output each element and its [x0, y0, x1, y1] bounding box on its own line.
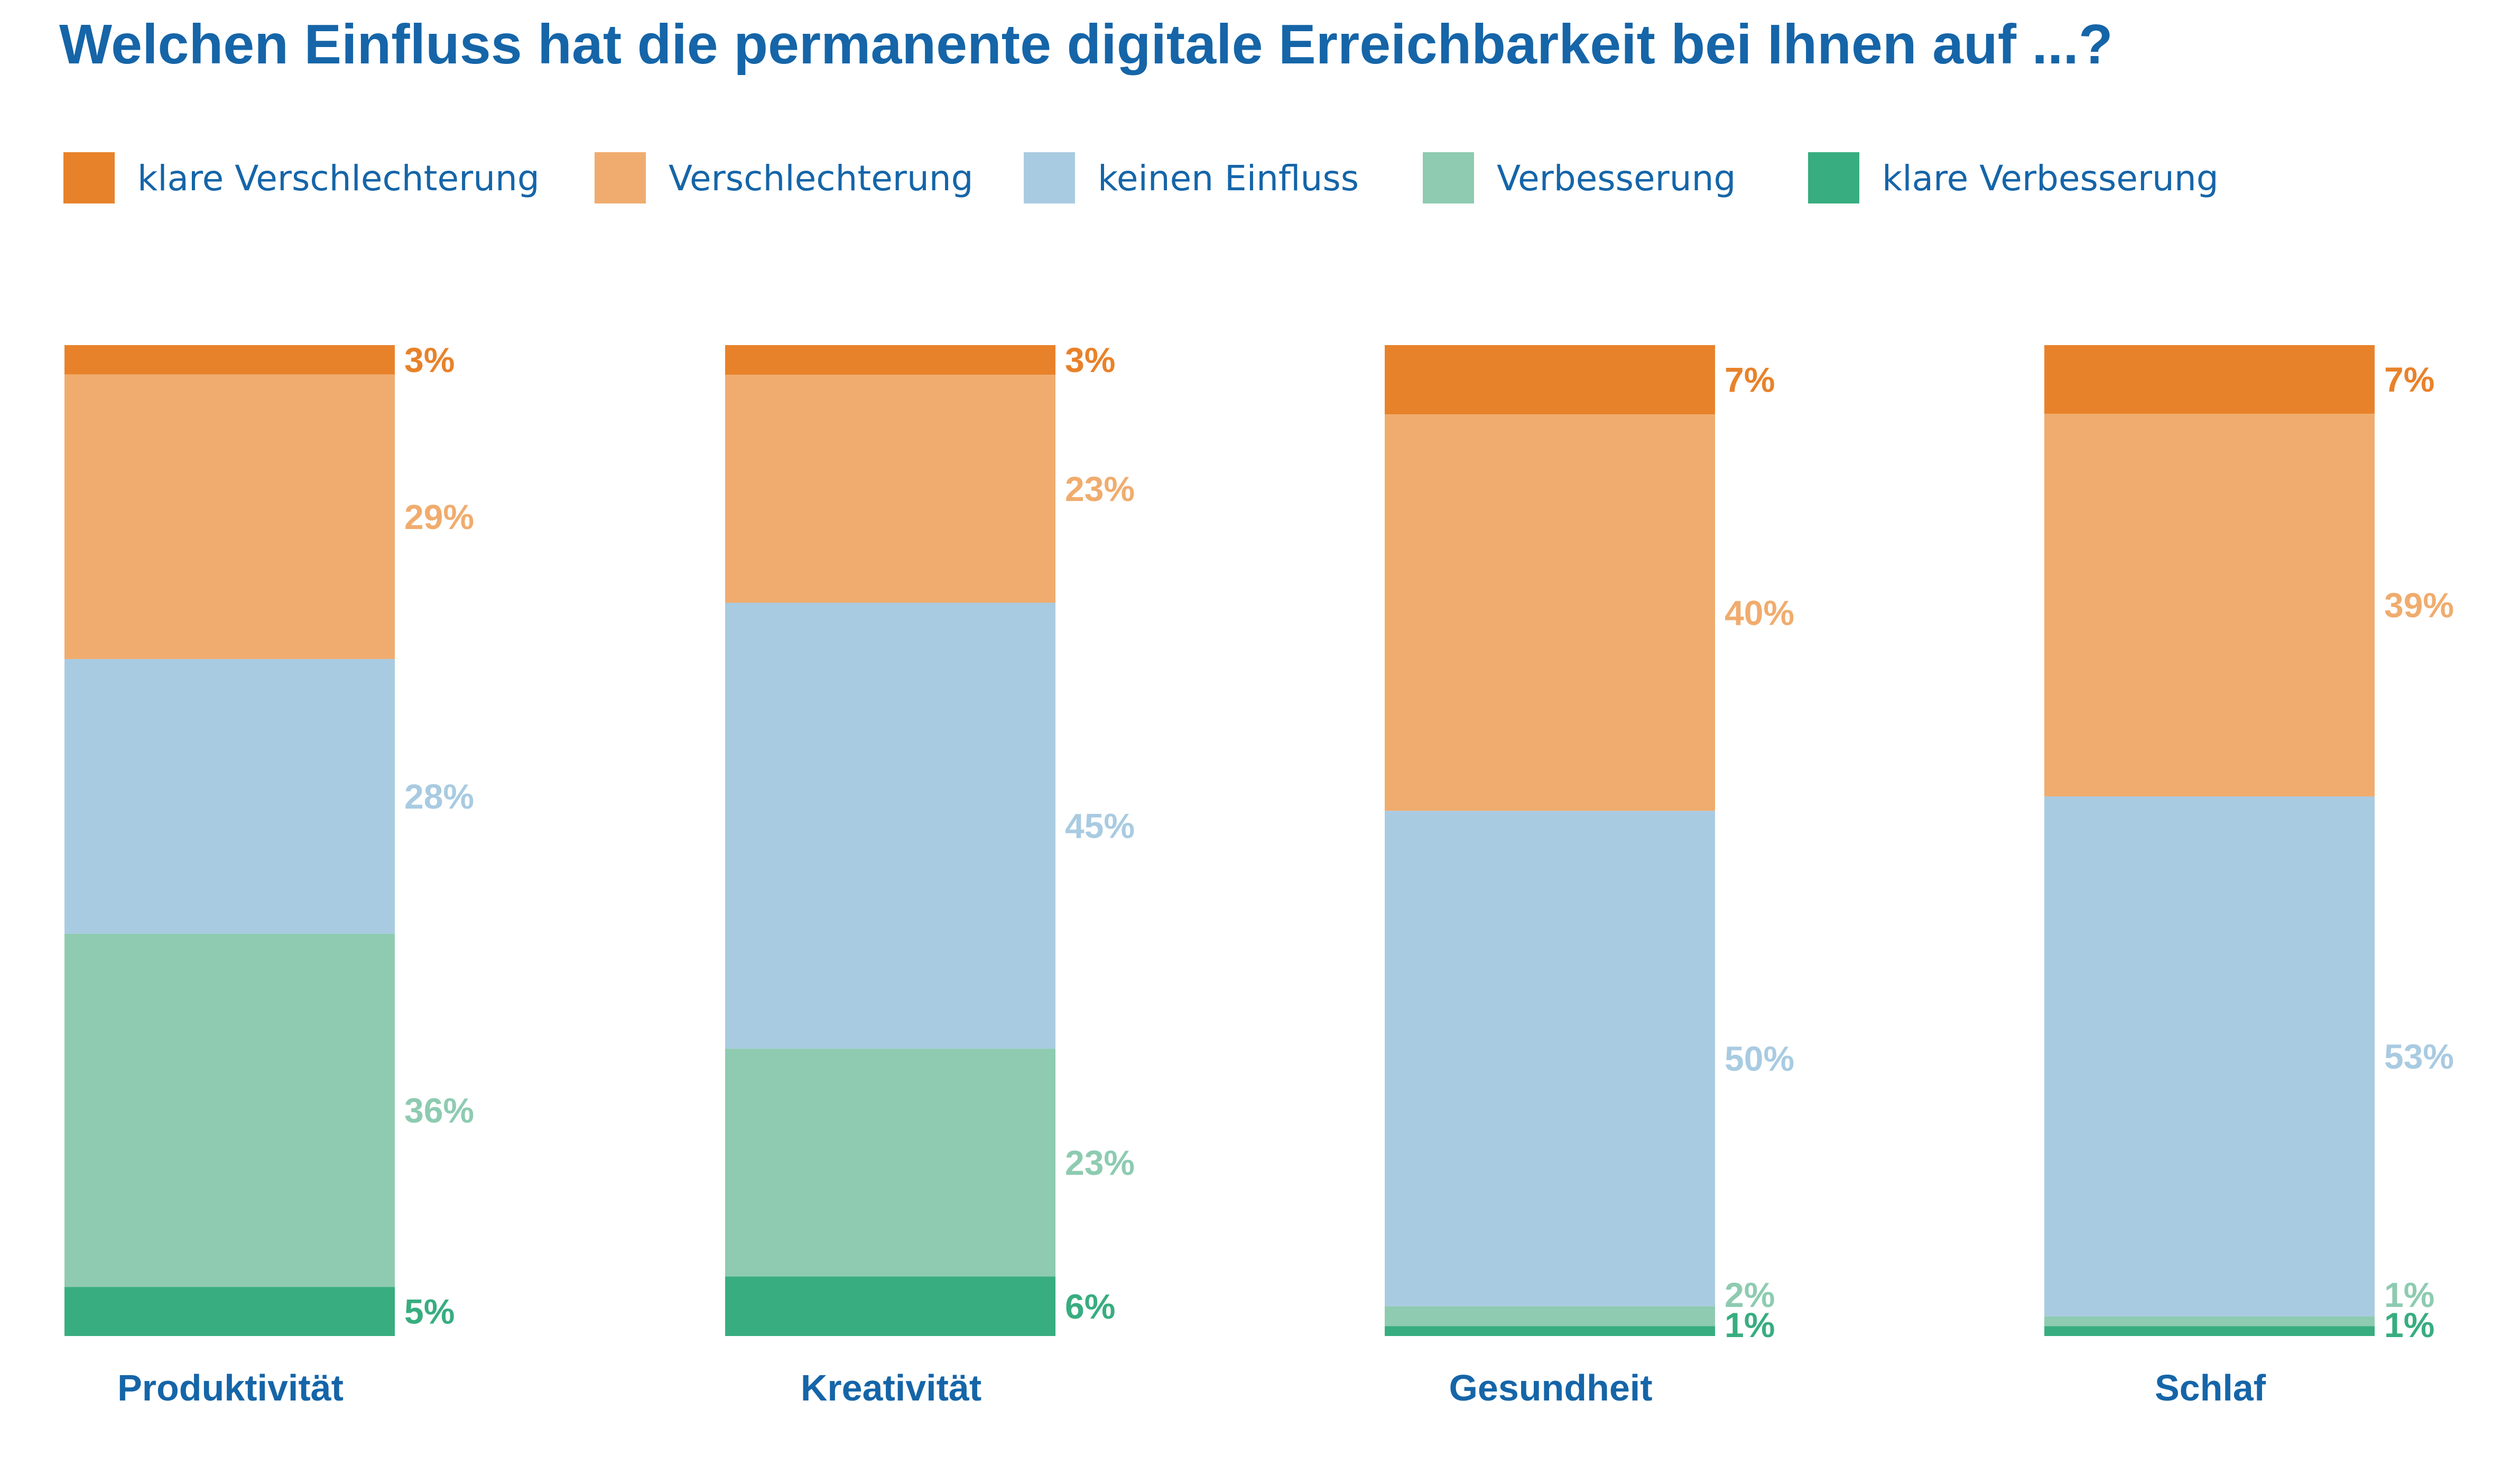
- category-label-produktivitaet: Produktivität: [117, 1367, 344, 1408]
- value-label-kreativitaet-verbesserung: 23%: [1065, 1143, 1135, 1182]
- bar-segment-kreativitaet-verschlechterung: [725, 375, 1055, 603]
- bar-segment-schlaf-verbesserung: [2044, 1316, 2375, 1327]
- legend-swatch-klare-verschlechterung: [63, 152, 115, 203]
- value-label-produktivitaet-klare-verschlechterung: 3%: [404, 340, 455, 379]
- legend-swatch-verschlechterung: [595, 152, 646, 203]
- category-label-gesundheit: Gesundheit: [1449, 1367, 1652, 1408]
- value-label-kreativitaet-keinen-einfluss: 45%: [1065, 806, 1135, 845]
- value-label-gesundheit-klare-verbesserung: 1%: [1725, 1305, 1775, 1344]
- bar-segment-produktivitaet-verschlechterung: [64, 374, 395, 660]
- value-label-gesundheit-keinen-einfluss: 50%: [1725, 1039, 1794, 1078]
- bar-segment-produktivitaet-verbesserung: [64, 933, 395, 1287]
- value-label-kreativitaet-verschlechterung: 23%: [1065, 469, 1135, 508]
- legend-label-klare-verbesserung: klare Verbesserung: [1882, 158, 2219, 199]
- bar-segment-gesundheit-keinen-einfluss: [1385, 811, 1715, 1306]
- bar-segment-gesundheit-verbesserung: [1385, 1306, 1715, 1327]
- legend-label-keinen-einfluss: keinen Einfluss: [1098, 158, 1359, 199]
- legend-label-klare-verschlechterung: klare Verschlechterung: [137, 158, 540, 199]
- category-labels: Produktivität Kreativität Gesundheit Schlaf: [117, 1367, 2266, 1408]
- value-label-schlaf-klare-verbesserung: 1%: [2384, 1305, 2434, 1344]
- bar-segment-gesundheit-verschlechterung: [1385, 414, 1715, 811]
- category-label-schlaf: Schlaf: [2155, 1367, 2266, 1408]
- value-label-produktivitaet-keinen-einfluss: 28%: [404, 777, 474, 816]
- bar-segment-gesundheit-klare-verschlechterung: [1385, 345, 1715, 415]
- legend-swatch-keinen-einfluss: [1024, 152, 1075, 203]
- bar-segment-schlaf-verschlechterung: [2044, 413, 2375, 796]
- value-label-schlaf-klare-verschlechterung: 7%: [2384, 360, 2434, 399]
- bar-segment-kreativitaet-keinen-einfluss: [725, 602, 1055, 1049]
- chart-title: Welchen Einfluss hat die permanente digi…: [59, 13, 2113, 76]
- value-label-schlaf-verbesserung: 1%: [2384, 1275, 2434, 1314]
- value-label-gesundheit-verschlechterung: 40%: [1725, 593, 1794, 632]
- bar-segment-produktivitaet-klare-verschlechterung: [64, 345, 395, 375]
- legend-label-verschlechterung: Verschlechterung: [669, 158, 974, 199]
- value-label-produktivitaet-verschlechterung: 29%: [404, 497, 474, 536]
- value-label-schlaf-verschlechterung: 39%: [2384, 586, 2454, 625]
- bar-segment-produktivitaet-klare-verbesserung: [64, 1287, 395, 1336]
- category-label-kreativitaet: Kreativität: [801, 1367, 981, 1408]
- bar-segment-schlaf-klare-verbesserung: [2044, 1326, 2375, 1336]
- legend-label-verbesserung: Verbesserung: [1497, 158, 1736, 199]
- bars: [64, 345, 2375, 1336]
- legend: klare Verschlechterung Verschlechterung ke…: [63, 152, 2219, 203]
- value-label-schlaf-keinen-einfluss: 53%: [2384, 1037, 2454, 1076]
- bar-segment-kreativitaet-verbesserung: [725, 1049, 1055, 1277]
- value-labels: 3%29%28%36%5%3%23%45%23%6%7%40%50%2%1%7%…: [404, 340, 2454, 1344]
- value-label-produktivitaet-klare-verbesserung: 5%: [404, 1292, 455, 1331]
- value-label-gesundheit-klare-verschlechterung: 7%: [1725, 360, 1775, 400]
- value-label-gesundheit-verbesserung: 2%: [1725, 1275, 1775, 1314]
- bar-segment-kreativitaet-klare-verschlechterung: [725, 345, 1055, 375]
- bar-segment-produktivitaet-keinen-einfluss: [64, 659, 395, 934]
- legend-swatch-verbesserung: [1423, 152, 1474, 203]
- value-label-kreativitaet-klare-verbesserung: 6%: [1065, 1287, 1115, 1326]
- legend-swatch-klare-verbesserung: [1808, 152, 1859, 203]
- value-label-produktivitaet-verbesserung: 36%: [404, 1091, 474, 1130]
- bar-segment-schlaf-keinen-einfluss: [2044, 796, 2375, 1316]
- value-label-kreativitaet-klare-verschlechterung: 3%: [1065, 340, 1115, 379]
- bar-segment-kreativitaet-klare-verbesserung: [725, 1276, 1055, 1336]
- bar-segment-schlaf-klare-verschlechterung: [2044, 345, 2375, 414]
- bar-segment-gesundheit-klare-verbesserung: [1385, 1326, 1715, 1336]
